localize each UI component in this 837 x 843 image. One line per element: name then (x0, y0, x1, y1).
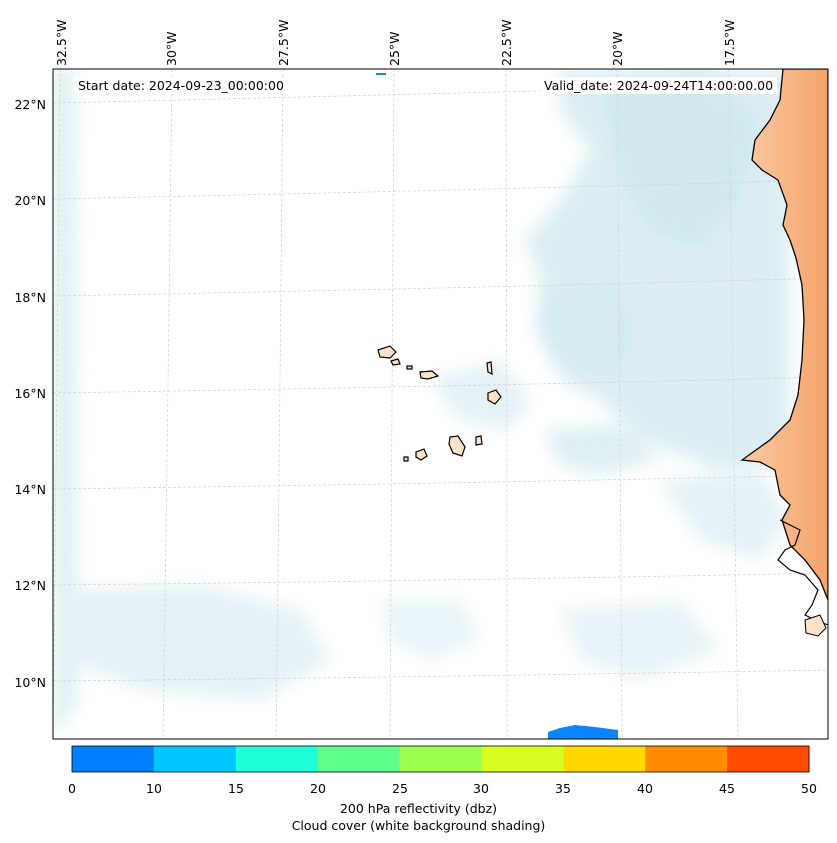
coast-detail (777, 519, 828, 626)
reflectivity-patch (548, 725, 618, 739)
lon-label: 20°W (610, 31, 625, 66)
colorbar-segment (317, 746, 401, 772)
start-date-label: Start date: 2024-09-23_00:00:00 (74, 77, 288, 94)
colorbar-segment (563, 746, 646, 772)
lat-label: 10°N (14, 675, 46, 690)
lat-label: 18°N (14, 290, 46, 305)
lon-label: 22.5°W (499, 19, 514, 66)
graticule (53, 69, 828, 739)
lat-label: 22°N (14, 97, 46, 112)
lat-label: 16°N (14, 386, 46, 401)
colorbar-frame (71, 745, 810, 773)
valid-date-label: Valid_date: 2024-09-24T14:00:00.00 (540, 77, 778, 94)
lon-label: 27.5°W (276, 19, 291, 66)
colorbar-segment (399, 746, 482, 772)
colorbar-tick: 10 (146, 781, 162, 796)
lon-label: 25°W (387, 31, 402, 66)
colorbar-title: 200 hPa reflectivity (dbz) (339, 801, 498, 816)
cape-verde-islands (377, 345, 502, 462)
lat-label: 12°N (14, 578, 46, 593)
colorbar-segment (72, 746, 155, 772)
colorbar-segment (481, 746, 564, 772)
colorbar-segment (235, 746, 319, 772)
lon-label: 32.5°W (54, 19, 69, 66)
lat-label: 14°N (14, 482, 46, 497)
cloud-cover-shading (53, 69, 790, 739)
colorbar-tick: 50 (801, 781, 817, 796)
colorbar (72, 746, 810, 772)
colorbar-subtitle: Cloud cover (white background shading) (291, 818, 546, 833)
lat-label: 20°N (14, 193, 46, 208)
colorbar-tick: 0 (68, 781, 76, 796)
map-frame (52, 68, 829, 740)
colorbar-tick: 15 (228, 781, 244, 796)
reflectivity-speck (376, 73, 386, 75)
lon-label: 17.5°W (722, 19, 737, 66)
colorbar-tick: 20 (310, 781, 326, 796)
colorbar-tick: 40 (637, 781, 653, 796)
bissagos-islands (804, 614, 827, 637)
africa-landmass (740, 69, 828, 601)
colorbar-segment (153, 746, 237, 772)
colorbar-tick: 45 (719, 781, 735, 796)
colorbar-tick: 35 (555, 781, 571, 796)
colorbar-tick: 30 (473, 781, 489, 796)
colorbar-tick: 25 (392, 781, 408, 796)
lon-label: 30°W (164, 31, 179, 66)
colorbar-segment (727, 746, 810, 772)
colorbar-segment (645, 746, 728, 772)
